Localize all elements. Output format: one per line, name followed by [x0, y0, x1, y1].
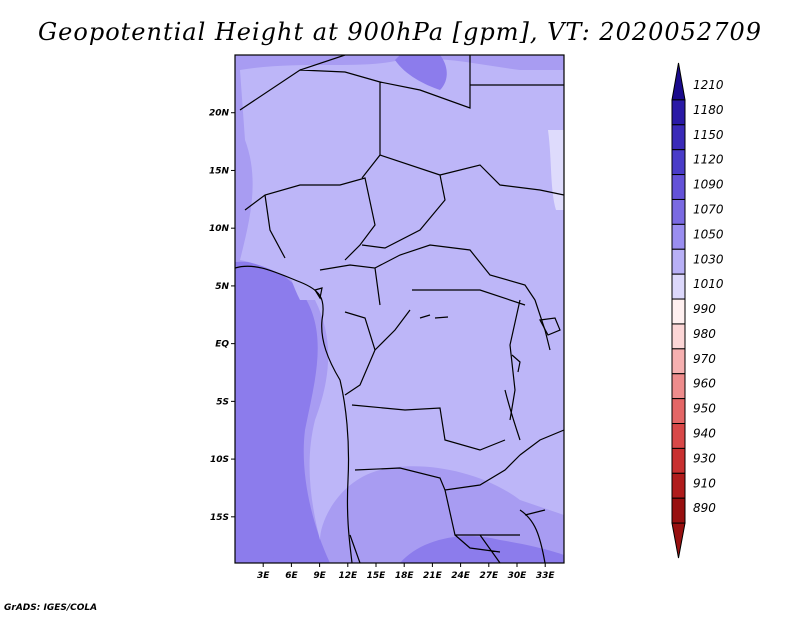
lat-tick-label: 10S	[210, 455, 229, 465]
colorbar-swatch	[671, 149, 686, 176]
lat-tick-label: EQ	[215, 340, 229, 350]
lon-tick-label: 33E	[536, 571, 556, 581]
field-1010	[548, 130, 564, 210]
colorbar-swatch	[671, 124, 686, 151]
coastline-west	[235, 265, 353, 563]
lon-tick-label: 15E	[367, 571, 387, 581]
field-1030-north	[279, 100, 564, 300]
lon-tick-label: 3E	[257, 571, 270, 581]
grads-credit: GrADS: IGES/COLA	[4, 603, 98, 613]
lat-tick-label: 5N	[215, 282, 229, 292]
colorbar-swatch	[671, 248, 686, 275]
colorbar-swatch	[671, 447, 686, 474]
colorbar-label: 1150	[693, 128, 724, 142]
colorbar-swatch	[671, 273, 686, 300]
colorbar-bottom-arrow	[671, 522, 686, 559]
colorbar-label: 890	[693, 501, 716, 515]
colorbar-swatch	[671, 472, 686, 499]
map-frame	[234, 54, 565, 564]
lat-tick-label: 15S	[210, 513, 229, 523]
colorbar-swatch	[671, 174, 686, 200]
lat-tick-label: 10N	[209, 224, 230, 234]
lat-tick-label: 20N	[209, 109, 230, 119]
colorbar-label: 960	[693, 377, 716, 391]
colorbar: 1210 1180 1150 1120 1090 1070 1050 1030 1010 990 9…	[671, 62, 724, 559]
colorbar-swatch	[671, 298, 686, 325]
lon-tick-label: 18E	[395, 571, 415, 581]
colorbar-swatch	[671, 99, 686, 126]
colorbar-label: 910	[693, 476, 716, 490]
colorbar-label: 1050	[693, 227, 724, 241]
border-lines	[239, 55, 564, 563]
colorbar-label: 1010	[693, 277, 724, 291]
lon-tick-label: 24E	[451, 571, 471, 581]
colorbar-label: 930	[693, 451, 716, 465]
colorbar-swatch	[671, 223, 686, 250]
field-1090-north	[395, 55, 447, 90]
colorbar-label: 990	[693, 302, 716, 316]
colorbar-label: 1120	[693, 153, 724, 167]
longitude-axis: 3E 6E 9E 12E 15E 18E 21E 24E 27E 30E 33E	[257, 563, 555, 581]
lat-tick-label: 15N	[209, 166, 230, 176]
colorbar-label: 1180	[693, 103, 724, 117]
map-title: Geopotential Height at 900hPa [gpm], VT:…	[38, 18, 762, 46]
lon-tick-label: 9E	[313, 571, 326, 581]
country-borders	[235, 55, 564, 563]
colorbar-label: 1210	[693, 78, 724, 92]
colorbar-swatch	[671, 398, 686, 425]
field-1090-sw	[235, 520, 280, 563]
colorbar-swatch	[671, 348, 686, 375]
lon-tick-label: 30E	[508, 571, 528, 581]
colorbar-label: 1090	[693, 178, 724, 192]
lat-tick-label: 5S	[216, 397, 229, 407]
colorbar-label: 980	[693, 327, 716, 341]
colorbar-label: 1030	[693, 252, 724, 266]
colorbar-label: 1070	[693, 202, 724, 216]
lon-tick-label: 21E	[423, 571, 443, 581]
colorbar-label: 950	[693, 402, 716, 416]
colorbar-swatch	[671, 323, 686, 350]
colorbar-top-arrow	[671, 62, 686, 101]
colorbar-swatch	[671, 423, 686, 449]
colorbar-label: 970	[693, 352, 716, 366]
latitude-axis: 20N 15N 10N 5N EQ 5S 10S 15S	[209, 109, 235, 523]
colorbar-swatch	[671, 497, 686, 524]
shaded-field	[235, 55, 564, 563]
lon-tick-label: 6E	[285, 571, 298, 581]
colorbar-swatch	[671, 373, 686, 400]
colorbar-swatch	[671, 198, 686, 225]
lon-tick-label: 12E	[338, 571, 358, 581]
lon-tick-label: 27E	[479, 571, 499, 581]
colorbar-label: 940	[693, 427, 716, 441]
lake-shapes	[314, 287, 561, 516]
